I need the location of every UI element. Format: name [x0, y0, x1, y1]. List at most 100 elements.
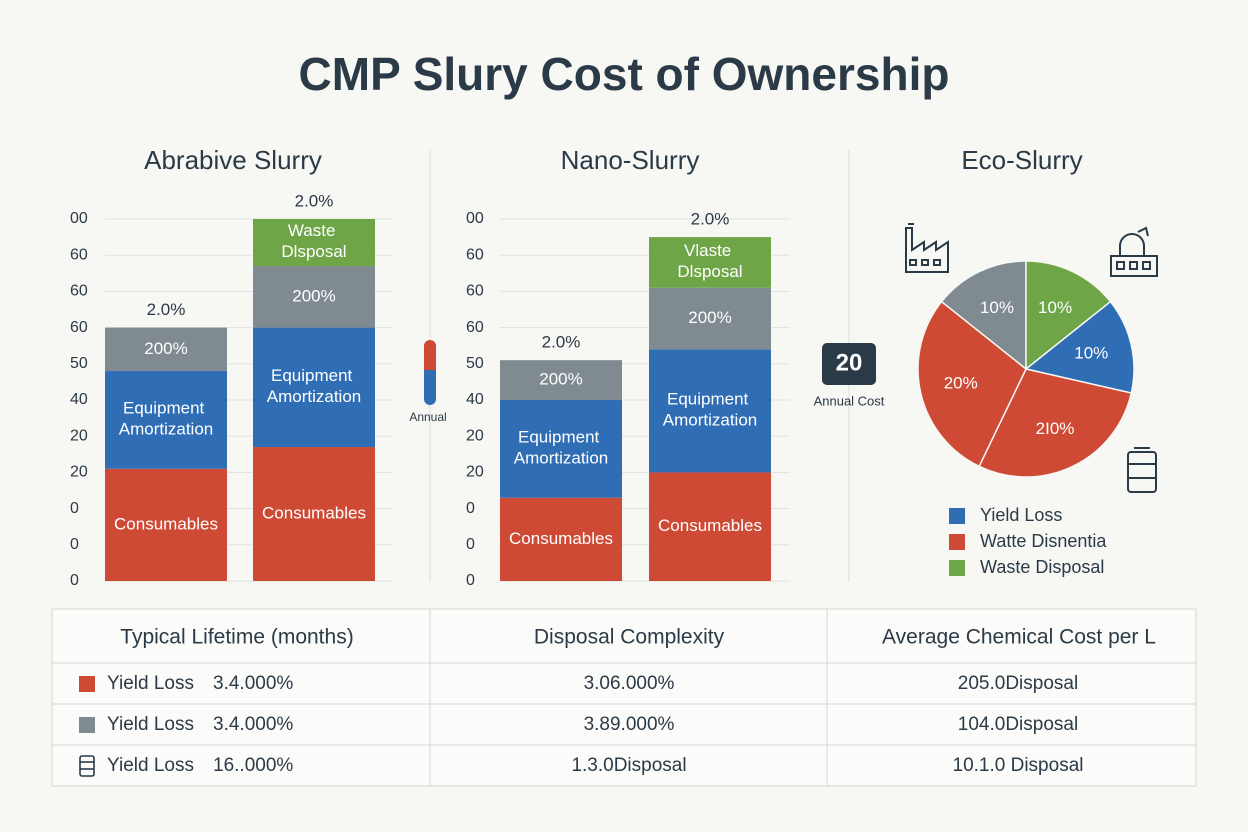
cell: 104.0Disposal	[958, 714, 1078, 735]
row-icon	[79, 717, 95, 733]
bar-segment	[649, 349, 771, 473]
table-header: Typical Lifetime (months)	[120, 626, 353, 649]
y-tick-label: 60	[466, 319, 484, 336]
y-tick-label: 60	[70, 319, 88, 336]
bar-segment	[500, 497, 622, 581]
segment-label: Vlaste Dlsposal	[677, 241, 742, 281]
y-tick-label: 40	[70, 391, 88, 408]
bar-segment	[253, 266, 375, 328]
cell: 3.06.000%	[584, 673, 675, 694]
y-tick-label: 0	[466, 572, 475, 589]
bar-segment	[649, 472, 771, 581]
bar-segment	[500, 360, 622, 400]
legend-swatch	[949, 560, 965, 576]
pill-label: Annual	[409, 410, 446, 424]
segment-label: Waste Dlsposal	[281, 222, 346, 262]
pie-slice	[917, 300, 1027, 468]
y-tick-label: 0	[70, 572, 79, 589]
y-tick-label: 60	[70, 283, 88, 300]
cell: 3.4.000%	[213, 714, 293, 735]
bar-segment	[105, 327, 227, 372]
table-header: Average Chemical Cost per L	[882, 626, 1156, 649]
cell: Yield Loss	[107, 755, 194, 776]
bar-segment	[253, 327, 375, 448]
badge	[822, 343, 876, 385]
pie-slice	[1024, 300, 1135, 394]
y-tick-label: 0	[70, 536, 79, 553]
legend-swatch	[949, 534, 965, 550]
segment-label: Consumables	[262, 504, 366, 523]
cell: Yield Loss	[107, 714, 194, 735]
y-tick-label: 0	[466, 500, 475, 517]
chart-title: Abrabive Slurry	[144, 145, 322, 175]
cell: 16..000%	[213, 755, 293, 776]
pie-slice	[1025, 260, 1112, 371]
segment-label: 200%	[144, 339, 187, 358]
segment-label: Equipment Amortization	[119, 399, 213, 439]
table: Typical Lifetime (months) Disposal Compl…	[51, 608, 1197, 787]
y-tick-label: 50	[70, 355, 88, 372]
bar-segment	[105, 371, 227, 469]
cell: 3.89.000%	[584, 714, 675, 735]
y-tick-label: 20	[70, 427, 88, 444]
total-label: 2.0%	[542, 333, 581, 352]
row-icon	[79, 676, 95, 692]
segment-label: 200%	[292, 286, 335, 305]
slice-label: 10%	[980, 298, 1014, 317]
y-tick-label: 60	[70, 246, 88, 263]
slice-label: 10%	[1038, 298, 1072, 317]
factory-icon	[905, 223, 949, 273]
slice-label: 2I0%	[1036, 419, 1075, 438]
pill-join	[424, 370, 436, 380]
segment-label: Consumables	[114, 514, 218, 533]
y-tick-label: 60	[466, 283, 484, 300]
y-tick-label: 60	[466, 246, 484, 263]
row-icon	[79, 755, 95, 777]
pill-top	[424, 340, 436, 376]
y-tick-label: 0	[466, 536, 475, 553]
y-tick-label: 20	[466, 427, 484, 444]
legend-label: Yield Loss	[980, 505, 1062, 525]
badge-label: Annual Cost	[814, 393, 885, 408]
y-tick-label: 00	[466, 210, 484, 227]
total-label: 2.0%	[295, 191, 334, 210]
segment-label: Equipment Amortization	[514, 428, 608, 468]
y-tick-label: 40	[466, 391, 484, 408]
segment-label: 200%	[539, 370, 582, 389]
chart-title: Nano-Slurry	[561, 145, 700, 175]
segment-label: Consumables	[658, 516, 762, 535]
y-tick-label: 20	[70, 464, 88, 481]
table-header: Disposal Complexity	[534, 626, 725, 649]
badge-value: 20	[836, 349, 863, 376]
y-tick-label: 0	[70, 500, 79, 517]
bar-segment	[253, 219, 375, 267]
bar-segment	[253, 447, 375, 581]
y-tick-label: 00	[70, 210, 88, 227]
bar-segment	[105, 468, 227, 581]
machine-icon	[1110, 226, 1158, 277]
segment-label: Equipment Amortization	[663, 390, 757, 430]
y-tick-label: 50	[466, 355, 484, 372]
pie-slice	[940, 260, 1027, 371]
slice-label: 20%	[944, 373, 978, 392]
table-frame	[51, 608, 1197, 787]
total-label: 2.0%	[147, 300, 186, 319]
legend-label: Watte Disnentia	[980, 531, 1107, 551]
cell: Yield Loss	[107, 673, 194, 694]
cell: 10.1.0 Disposal	[953, 755, 1084, 776]
cell: 1.3.0Disposal	[571, 755, 686, 776]
page-title: CMP Slury Cost of Ownership	[299, 48, 950, 100]
bar-segment	[649, 237, 771, 288]
segment-label: 200%	[688, 308, 731, 327]
bar-segment	[649, 287, 771, 350]
slice-label: 10%	[1074, 344, 1108, 363]
tank-icon	[1127, 447, 1157, 493]
chart-title: Eco-Slurry	[961, 145, 1082, 175]
legend-swatch	[949, 508, 965, 524]
segment-label: Consumables	[509, 529, 613, 548]
pie-slice	[978, 368, 1133, 478]
cell: 3.4.000%	[213, 673, 293, 694]
segment-label: Equipment Amortization	[267, 366, 361, 406]
bar-segment	[500, 400, 622, 498]
